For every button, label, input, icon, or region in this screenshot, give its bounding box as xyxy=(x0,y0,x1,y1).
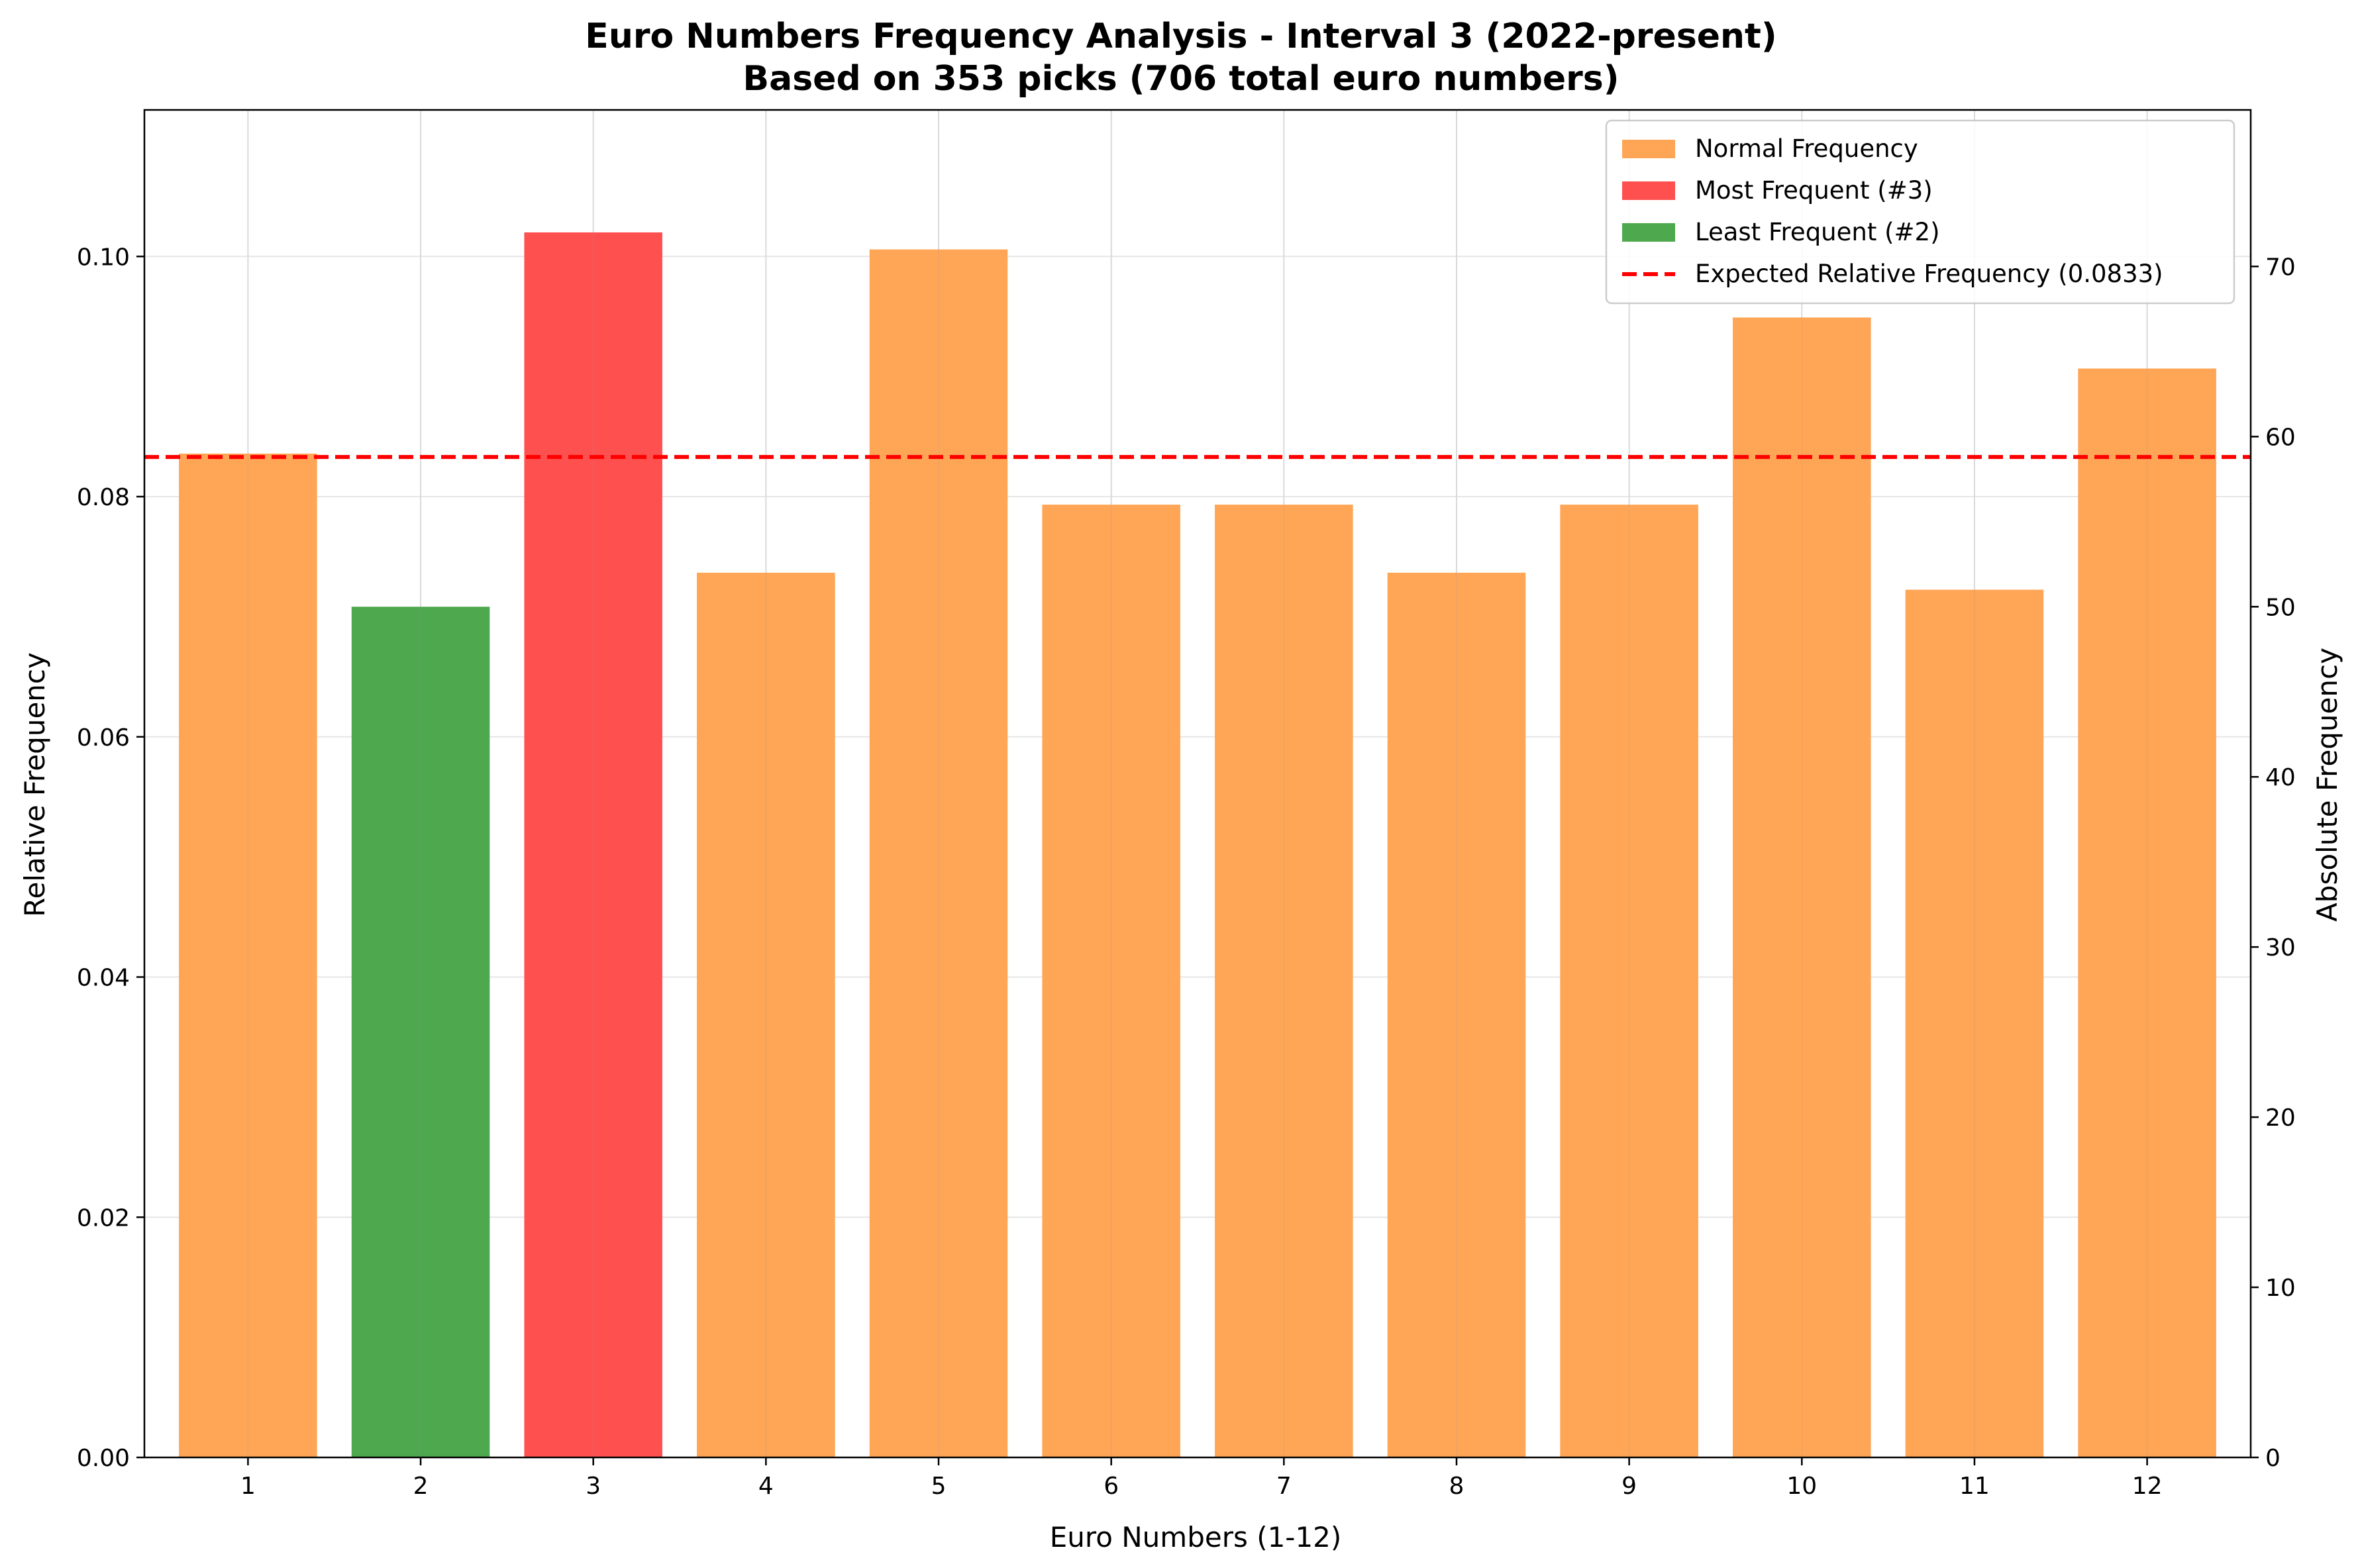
x-tick-label: 6 xyxy=(1104,1473,1119,1500)
y-tick-label: 0.00 xyxy=(77,1445,130,1472)
legend-label: Normal Frequency xyxy=(1695,134,1918,163)
legend-label: Least Frequent (#2) xyxy=(1695,218,1940,246)
x-tick-label: 8 xyxy=(1449,1473,1464,1500)
right-y-tick-label: 0 xyxy=(2265,1445,2281,1472)
bar-11 xyxy=(1905,589,2044,1458)
right-y-axis-ticks: 0 10 20 30 40 50 60 70 xyxy=(2251,254,2296,1472)
x-tick-label: 3 xyxy=(586,1473,601,1500)
x-axis-ticks: 1 2 3 4 5 6 7 8 9 10 11 12 xyxy=(240,1457,2163,1500)
x-tick-label: 9 xyxy=(1621,1473,1637,1500)
legend-swatch-least xyxy=(1622,223,1675,242)
right-y-tick-label: 40 xyxy=(2265,764,2296,791)
bar-3 xyxy=(524,232,662,1457)
y-tick-label: 0.06 xyxy=(77,724,130,752)
y-tick-label: 0.02 xyxy=(77,1204,130,1232)
x-tick-label: 1 xyxy=(240,1473,256,1500)
x-tick-label: 5 xyxy=(931,1473,947,1500)
y-axis-ticks: 0.00 0.02 0.04 0.06 0.08 0.10 xyxy=(77,244,144,1472)
bars xyxy=(179,110,2216,1458)
y-tick-label: 0.08 xyxy=(77,484,130,511)
right-y-tick-label: 30 xyxy=(2265,934,2296,961)
bar-12 xyxy=(2078,368,2216,1457)
bar-7 xyxy=(1215,505,1353,1457)
x-tick-label: 10 xyxy=(1786,1473,1817,1500)
y-axis-label: Relative Frequency xyxy=(19,652,51,917)
bar-4 xyxy=(697,572,835,1457)
y-tick-label: 0.04 xyxy=(77,965,130,992)
bar-8 xyxy=(1387,572,1526,1457)
x-tick-label: 12 xyxy=(2132,1473,2163,1500)
x-tick-label: 7 xyxy=(1276,1473,1292,1500)
plot-frame xyxy=(143,109,2252,1459)
x-axis-label: Euro Numbers (1-12) xyxy=(1050,1521,1342,1553)
right-y-axis-label: Absolute Frequency xyxy=(2311,648,2343,922)
legend-swatch-normal xyxy=(1622,140,1675,158)
legend-label: Most Frequent (#3) xyxy=(1695,176,1933,205)
right-y-tick-label: 60 xyxy=(2265,424,2296,451)
x-tick-label: 4 xyxy=(758,1473,774,1500)
legend-box xyxy=(1605,119,2235,305)
right-y-tick-label: 10 xyxy=(2265,1275,2296,1302)
right-y-tick-label: 70 xyxy=(2265,254,2296,281)
legend-swatch-most xyxy=(1622,181,1675,200)
bar-2 xyxy=(351,607,490,1457)
bar-10 xyxy=(1733,317,1871,1458)
chart-subtitle: Based on 353 picks (706 total euro numbe… xyxy=(743,59,1619,99)
chart-title: Euro Numbers Frequency Analysis - Interv… xyxy=(585,17,1776,56)
bar-9 xyxy=(1560,505,1698,1457)
x-tick-label: 11 xyxy=(1959,1473,1990,1500)
bar-1 xyxy=(179,454,317,1457)
x-tick-label: 2 xyxy=(413,1473,429,1500)
bar-6 xyxy=(1042,505,1180,1457)
y-tick-label: 0.10 xyxy=(77,244,130,271)
right-y-tick-label: 50 xyxy=(2265,594,2296,621)
legend-label: Expected Relative Frequency (0.0833) xyxy=(1695,260,2163,288)
bar-5 xyxy=(869,249,1008,1457)
right-y-tick-label: 20 xyxy=(2265,1104,2296,1132)
legend: Normal Frequency Most Frequent (#3) Least … xyxy=(1605,119,2235,305)
